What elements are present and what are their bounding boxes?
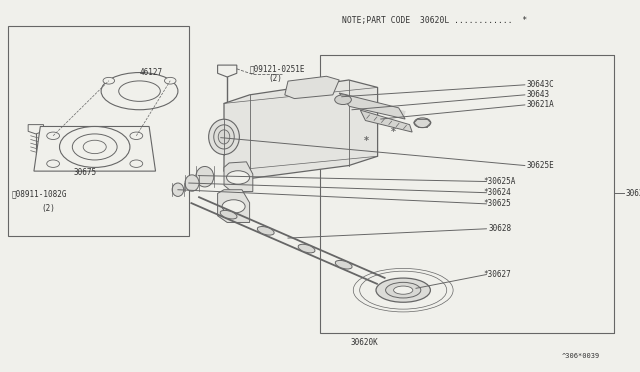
Circle shape [72, 134, 117, 160]
Circle shape [130, 160, 143, 167]
Text: NOTE;PART CODE  30620L ............  *: NOTE;PART CODE 30620L ............ * [342, 16, 527, 25]
Ellipse shape [218, 130, 230, 144]
Text: 30625E: 30625E [527, 161, 554, 170]
Bar [8, 26, 189, 236]
Text: *30625A: *30625A [483, 177, 516, 186]
Circle shape [103, 77, 115, 84]
Ellipse shape [101, 73, 178, 110]
Ellipse shape [385, 282, 421, 298]
Ellipse shape [257, 227, 274, 235]
Circle shape [164, 77, 176, 84]
Ellipse shape [209, 119, 239, 154]
Text: *: * [364, 137, 369, 146]
Ellipse shape [172, 183, 184, 196]
Text: *30624: *30624 [483, 188, 511, 197]
Circle shape [222, 200, 245, 213]
Ellipse shape [196, 166, 214, 187]
Text: (2): (2) [269, 74, 283, 83]
Ellipse shape [185, 175, 199, 191]
Text: 30620K: 30620K [351, 338, 378, 347]
Circle shape [335, 95, 351, 105]
Circle shape [130, 132, 143, 140]
Polygon shape [218, 190, 250, 222]
Circle shape [47, 160, 60, 167]
Circle shape [83, 140, 106, 154]
Ellipse shape [335, 260, 352, 269]
Text: *: * [391, 127, 396, 137]
Circle shape [47, 132, 60, 140]
Circle shape [227, 171, 250, 184]
Text: ^306*0039: ^306*0039 [562, 353, 600, 359]
Circle shape [414, 118, 431, 128]
Ellipse shape [220, 211, 237, 219]
Text: 30621A: 30621A [527, 100, 554, 109]
Polygon shape [34, 126, 156, 171]
Text: ⒲09121-0251E: ⒲09121-0251E [250, 64, 305, 73]
Ellipse shape [376, 278, 430, 302]
Ellipse shape [119, 81, 161, 101]
Text: 30620: 30620 [625, 189, 640, 198]
Bar [320, 55, 614, 333]
Text: 30643C: 30643C [527, 80, 554, 89]
Text: ⓝ08911-1082G: ⓝ08911-1082G [12, 189, 67, 198]
Circle shape [60, 126, 130, 167]
Text: (2): (2) [42, 204, 56, 213]
Text: *30627: *30627 [483, 270, 511, 279]
Text: 30675: 30675 [74, 169, 97, 177]
Polygon shape [285, 76, 339, 99]
Polygon shape [339, 93, 405, 119]
Polygon shape [224, 162, 253, 192]
Ellipse shape [298, 244, 315, 253]
Polygon shape [224, 80, 378, 179]
Text: *30625: *30625 [483, 199, 511, 208]
Polygon shape [28, 125, 44, 134]
Text: 30643: 30643 [527, 90, 550, 99]
Polygon shape [360, 110, 412, 132]
Polygon shape [218, 65, 237, 77]
Text: 30628: 30628 [488, 224, 511, 233]
Ellipse shape [394, 286, 413, 294]
Text: 46127: 46127 [140, 68, 163, 77]
Ellipse shape [214, 125, 234, 149]
